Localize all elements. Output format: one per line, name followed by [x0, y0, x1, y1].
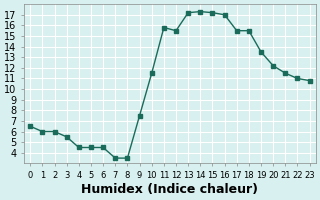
X-axis label: Humidex (Indice chaleur): Humidex (Indice chaleur) — [81, 183, 259, 196]
